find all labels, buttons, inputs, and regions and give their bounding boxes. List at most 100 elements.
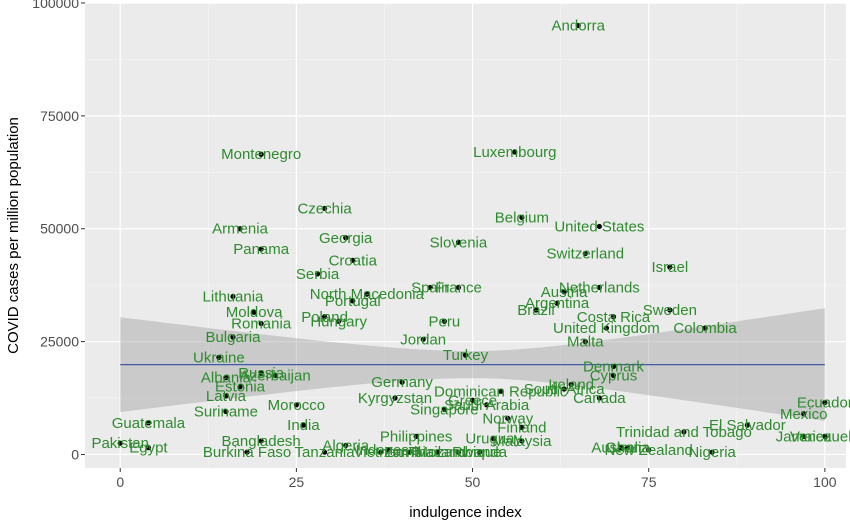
data-point [462, 352, 469, 358]
point-label: Ireland [548, 376, 594, 393]
data-point [406, 449, 412, 455]
data-point [399, 379, 405, 385]
data-point [681, 429, 687, 435]
data-point [709, 449, 715, 455]
data-point [822, 433, 828, 439]
point-label: Guatemala [112, 415, 186, 432]
data-point [505, 415, 511, 421]
point-label: Belgium [495, 209, 549, 226]
point-label: Luxembourg [473, 144, 556, 161]
data-point [561, 386, 567, 392]
data-point [293, 402, 299, 408]
point-label: Ecuador [797, 395, 850, 412]
data-point [145, 445, 152, 451]
point-label: India [287, 417, 320, 434]
point-label: Cyprus [590, 367, 638, 384]
data-point [498, 388, 504, 394]
point-label: South Africa [524, 381, 606, 398]
point-label: Jamaica [776, 428, 833, 445]
point-label: Lithuania [203, 288, 265, 305]
data-point [484, 402, 490, 408]
data-point [533, 307, 539, 313]
point-label: Slovenia [430, 234, 488, 251]
point-label: Trinidad and Tobago [616, 424, 752, 441]
data-point [350, 257, 356, 263]
data-point [554, 300, 560, 306]
minor-gridlines [85, 3, 846, 468]
data-point [512, 149, 518, 155]
x-tick-label: 75 [641, 474, 657, 490]
data-point [258, 320, 264, 327]
data-point [519, 424, 525, 430]
data-point [223, 408, 229, 415]
data-point [646, 447, 652, 453]
x-tick-label: 25 [289, 474, 305, 490]
point-label: Latvia [206, 388, 247, 405]
point-label: France [435, 279, 482, 296]
point-label: Canada [573, 390, 626, 407]
point-label: Costa Rica [577, 309, 651, 326]
point-label: Mexico [780, 406, 828, 423]
y-tick-label: 75000 [40, 108, 79, 124]
data-point [519, 214, 525, 221]
data-point [476, 449, 483, 455]
data-point [223, 393, 229, 399]
point-label: Malaysia [492, 433, 552, 450]
point-label: Kyrgyzstan [358, 390, 432, 407]
point-label: Thailand [409, 444, 467, 461]
data-point [624, 445, 631, 451]
data-point [702, 325, 708, 331]
point-label: Ghana [605, 440, 651, 457]
data-point [258, 246, 264, 252]
data-point [610, 363, 617, 370]
point-label: Nigeria [688, 444, 736, 461]
data-point [343, 442, 349, 449]
data-point [596, 223, 602, 230]
y-tick-label: 25000 [40, 334, 79, 350]
point-label: Venezuela [790, 428, 850, 445]
point-label: Pakistan [91, 435, 149, 452]
x-tick-label: 50 [465, 474, 481, 490]
point-label: Saudi Arabia [444, 397, 530, 414]
data-point [378, 449, 384, 455]
point-label: Singapore [410, 401, 478, 418]
data-point [321, 205, 328, 212]
data-point [336, 318, 342, 324]
data-point [117, 440, 123, 446]
points-layer [117, 22, 828, 455]
data-point [258, 438, 264, 444]
data-point [491, 436, 497, 442]
point-label: El Salvador [709, 417, 786, 434]
data-point [413, 433, 419, 439]
data-point [667, 264, 673, 270]
point-label: Moldova [226, 304, 283, 321]
y-axis-title: COVID cases per million population [5, 117, 22, 354]
data-point [314, 271, 321, 277]
data-point [434, 449, 440, 455]
data-point [350, 298, 356, 304]
point-label: Netherlands [559, 279, 640, 296]
data-point [420, 336, 426, 342]
point-label: Armenia [212, 221, 269, 238]
point-label: Israel [651, 259, 688, 276]
data-point [300, 422, 307, 428]
data-point [441, 318, 447, 324]
point-label: Rwanda [452, 444, 508, 461]
point-label: Suriname [194, 404, 258, 421]
point-label: Uruguay [465, 431, 522, 448]
data-point [321, 449, 328, 455]
y-tick-label: 100000 [32, 0, 79, 11]
y-axis-ticks: 0 25000 50000 75000 100000 [32, 0, 85, 462]
data-point [801, 411, 807, 417]
data-point [427, 284, 433, 291]
data-point [385, 447, 391, 453]
point-label: Morocco [268, 397, 326, 414]
point-label: Hungary [310, 313, 367, 330]
point-label: Ukraine [193, 349, 245, 366]
point-label: Norway [482, 410, 533, 427]
data-point [822, 399, 828, 406]
point-label: Albania [201, 370, 252, 387]
data-point [575, 22, 581, 29]
data-point [230, 334, 236, 340]
